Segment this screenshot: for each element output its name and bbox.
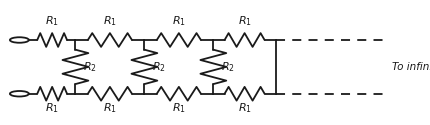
Text: $R_2$: $R_2$	[221, 60, 234, 74]
Text: $R_2$: $R_2$	[83, 60, 97, 74]
Text: $R_1$: $R_1$	[45, 101, 59, 115]
Text: $R_1$: $R_1$	[103, 14, 117, 28]
Text: $R_1$: $R_1$	[237, 14, 251, 28]
Text: $R_1$: $R_1$	[172, 101, 185, 115]
Text: $R_1$: $R_1$	[172, 14, 185, 28]
Text: To infinity: To infinity	[391, 62, 430, 72]
Text: $R_1$: $R_1$	[103, 101, 117, 115]
Text: $R_1$: $R_1$	[237, 101, 251, 115]
Text: $R_1$: $R_1$	[45, 14, 59, 28]
Text: $R_2$: $R_2$	[152, 60, 166, 74]
